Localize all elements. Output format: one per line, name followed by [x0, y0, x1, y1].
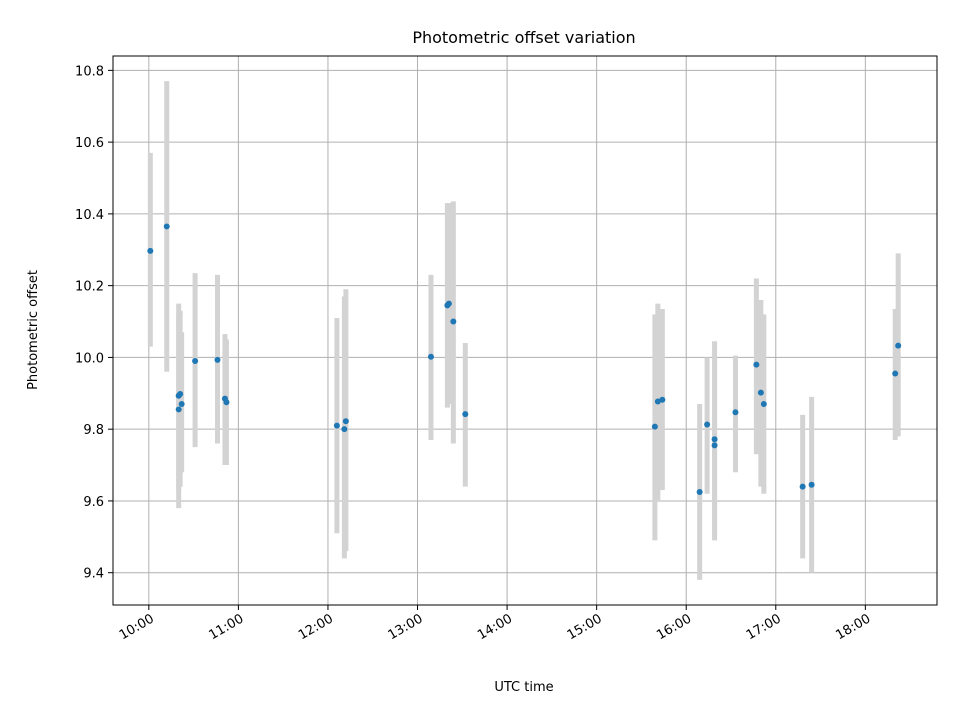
data-point — [333, 422, 340, 429]
y-tick-label: 10.2 — [75, 280, 104, 295]
data-point — [445, 300, 452, 307]
y-tick-label: 9.4 — [83, 567, 104, 582]
chart-title: Photometric offset variation — [412, 28, 635, 47]
y-tick-label: 10.8 — [75, 64, 104, 79]
data-point — [895, 342, 902, 349]
data-point — [192, 358, 199, 364]
data-point — [732, 409, 739, 416]
data-point — [659, 396, 666, 403]
data-point — [177, 391, 184, 398]
grid — [113, 56, 937, 605]
data-point — [757, 389, 764, 396]
data-point — [651, 423, 658, 430]
data-point — [427, 353, 434, 360]
x-axis-label: UTC time — [494, 680, 553, 695]
y-tick-label: 9.8 — [83, 423, 104, 438]
data-point — [450, 318, 457, 325]
data-point — [178, 401, 185, 408]
data-point — [214, 356, 221, 363]
data-point — [342, 418, 349, 425]
y-tick-label: 9.6 — [83, 495, 104, 510]
data-point — [163, 223, 170, 230]
data-point — [760, 401, 767, 408]
data-point — [704, 421, 711, 428]
data-point — [892, 370, 899, 377]
data-point — [711, 436, 718, 443]
data-point — [799, 483, 806, 490]
data-point — [462, 411, 469, 418]
data-point — [147, 247, 154, 254]
plot-frame — [112, 55, 938, 606]
data-point — [175, 406, 182, 413]
data-point — [808, 481, 815, 488]
y-tick-label: 10.4 — [75, 208, 104, 223]
data-point — [341, 426, 348, 433]
data-point — [696, 488, 703, 495]
y-tick-label: 10.0 — [75, 351, 104, 366]
y-axis-ticks: 9.4 9.6 9.8 10.0 10.2 10.4 10.6 10.8 — [75, 64, 113, 582]
data-point — [753, 361, 760, 368]
y-axis-label: Photometric offset — [26, 270, 41, 390]
data-markers — [147, 223, 902, 495]
data-point — [711, 442, 718, 449]
data-point — [223, 399, 230, 406]
y-tick-label: 10.6 — [75, 136, 104, 151]
